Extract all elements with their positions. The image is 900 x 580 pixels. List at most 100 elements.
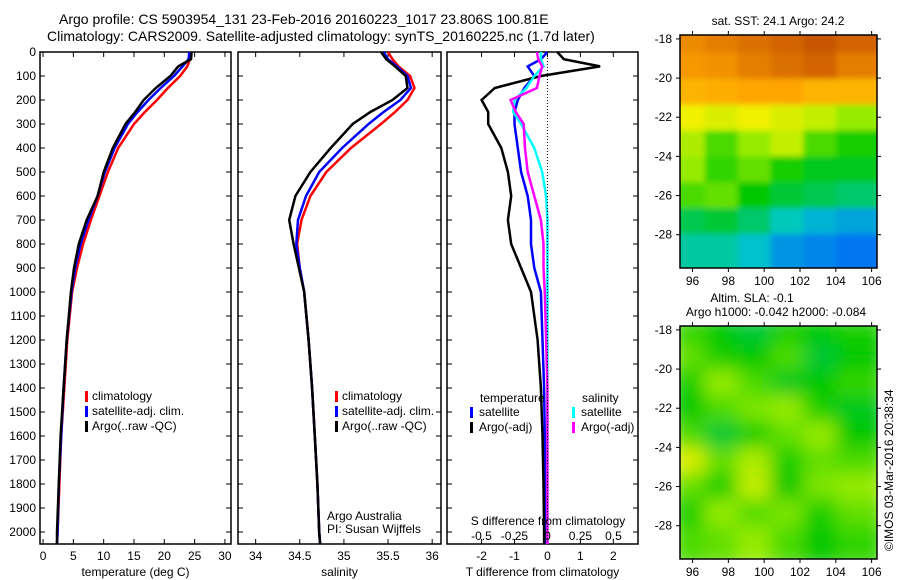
legend-label: Argo(..raw -QC) bbox=[342, 419, 427, 433]
heatmap-cell bbox=[836, 234, 877, 268]
legend-label: Argo(..raw -QC) bbox=[92, 419, 177, 433]
x-tick-label: 20 bbox=[158, 549, 172, 563]
y-tick-label: 1900 bbox=[9, 501, 36, 515]
map-frame bbox=[679, 34, 878, 269]
legend-swatch bbox=[85, 391, 88, 402]
credit-text: Argo Australia bbox=[327, 509, 402, 523]
legend-swatch bbox=[572, 407, 575, 418]
y-tick-label: 2000 bbox=[9, 525, 36, 539]
legend-label: satellite bbox=[581, 405, 622, 419]
x-tick-label: 0 bbox=[544, 549, 551, 563]
y-tick-label: 900 bbox=[16, 261, 36, 275]
y-tick-label: 1100 bbox=[10, 309, 36, 323]
lat-tick-label: -24 bbox=[655, 149, 673, 163]
y-tick-label: 1200 bbox=[9, 333, 36, 347]
lat-tick-label: -22 bbox=[655, 110, 673, 124]
x-tick-label: 0 bbox=[40, 549, 47, 563]
legend-header-salinity: salinity bbox=[582, 391, 619, 405]
series-line-argo--adj- bbox=[480, 51, 601, 544]
lat-tick-label: -20 bbox=[655, 71, 673, 85]
legend-swatch bbox=[85, 421, 88, 432]
y-tick-label: 800 bbox=[16, 237, 36, 251]
series-line-argo---raw--qc- bbox=[287, 51, 409, 545]
top-x-axis-label: S difference from climatology bbox=[471, 514, 626, 528]
y-tick-label: 1800 bbox=[9, 477, 36, 491]
lat-tick-label: -28 bbox=[655, 519, 673, 533]
lon-tick-label: 96 bbox=[686, 565, 700, 579]
lat-tick-label: -20 bbox=[655, 362, 673, 376]
legend-label: climatology bbox=[92, 389, 152, 403]
legend-label: satellite-adj. clim. bbox=[92, 404, 184, 418]
y-tick-label: 300 bbox=[16, 117, 36, 131]
x-tick-label: -1 bbox=[509, 549, 520, 563]
lon-tick-label: 104 bbox=[826, 565, 846, 579]
x-tick-label: 34 bbox=[249, 549, 263, 563]
lat-tick-label: -28 bbox=[655, 228, 673, 242]
y-tick-label: 1300 bbox=[9, 357, 36, 371]
legend-label: Argo(-adj) bbox=[479, 420, 532, 434]
y-tick-label: 1600 bbox=[9, 429, 36, 443]
y-tick-label: 1700 bbox=[9, 453, 36, 467]
panel-temperature: 0100200300400500600700800900100011001200… bbox=[9, 45, 232, 579]
axes-box bbox=[39, 51, 232, 545]
series-line-climatology bbox=[295, 51, 416, 545]
heatmap-cells bbox=[680, 326, 877, 559]
legend-swatch bbox=[85, 406, 88, 417]
map-frame bbox=[679, 325, 878, 560]
y-tick-label: 700 bbox=[16, 213, 36, 227]
x-tick-label: 1 bbox=[577, 549, 584, 563]
heatmap-cells bbox=[680, 35, 877, 268]
x-tick-label: 34.5 bbox=[288, 549, 312, 563]
legend-swatch bbox=[335, 421, 338, 432]
lat-tick-label: -24 bbox=[655, 440, 673, 454]
legend-label: Argo(-adj) bbox=[581, 420, 634, 434]
x-tick-label: 35.5 bbox=[376, 549, 400, 563]
lon-tick-label: 104 bbox=[826, 274, 846, 288]
lon-tick-label: 98 bbox=[722, 565, 736, 579]
legend-header-temperature: temperature bbox=[480, 391, 545, 405]
x-axis-label: temperature (deg C) bbox=[81, 565, 189, 579]
lon-tick-label: 106 bbox=[862, 274, 882, 288]
heatmap-cell bbox=[836, 525, 877, 559]
x-tick-label: 30 bbox=[218, 549, 232, 563]
lon-tick-label: 100 bbox=[754, 274, 774, 288]
y-tick-label: 1000 bbox=[9, 285, 36, 299]
x-tick-label: 36 bbox=[425, 549, 439, 563]
map-subtitle: Argo h1000: -0.042 h2000: -0.084 bbox=[686, 305, 866, 319]
legend-label: satellite bbox=[479, 405, 520, 419]
map-sst-map: 96 98 100 102 104 106 -18 -20 -22 -24 -26 -28 sat. S… bbox=[655, 14, 882, 288]
x-axis-label: salinity bbox=[321, 565, 358, 579]
map-sla-map: 96 98 100 102 104 106 -18 -20 -22 -24 -26 -28 Altim.… bbox=[655, 291, 882, 579]
map-title: sat. SST: 24.1 Argo: 24.2 bbox=[712, 14, 845, 28]
y-tick-label: 500 bbox=[16, 165, 36, 179]
x-tick-label: 5 bbox=[70, 549, 77, 563]
panel-salinity: 34 34.5 35 35.5 36 salinity climatologysatelli… bbox=[237, 51, 442, 579]
lat-tick-label: -18 bbox=[655, 32, 673, 46]
s-tick-label: 0 bbox=[544, 529, 551, 543]
x-axis-label: T difference from climatology bbox=[466, 565, 620, 579]
timestamp: ©IMOS 03-Mar-2016 20:38:34 bbox=[882, 389, 896, 551]
axes-box bbox=[237, 51, 442, 545]
series-line-argo---raw--qc- bbox=[55, 51, 193, 544]
lat-tick-label: -26 bbox=[655, 480, 673, 494]
s-tick-label: -0.25 bbox=[501, 529, 529, 543]
x-tick-label: 2 bbox=[610, 549, 617, 563]
lat-tick-label: -18 bbox=[655, 323, 673, 337]
lon-tick-label: 102 bbox=[790, 274, 810, 288]
panel-difference: -2 -1 0 1 2 T difference from climatology temp… bbox=[446, 51, 639, 579]
series-line-argo--adj- bbox=[508, 51, 549, 544]
legend-label: climatology bbox=[342, 389, 402, 403]
pi-text: PI: Susan Wijffels bbox=[327, 522, 421, 536]
lon-tick-label: 98 bbox=[722, 274, 736, 288]
x-tick-label: 25 bbox=[188, 549, 202, 563]
lat-tick-label: -26 bbox=[655, 189, 673, 203]
s-tick-label: 0.5 bbox=[605, 529, 622, 543]
map-title: Altim. SLA: -0.1 bbox=[710, 291, 794, 305]
x-tick-label: 10 bbox=[97, 549, 111, 563]
y-tick-label: 1400 bbox=[9, 381, 36, 395]
axes-box bbox=[446, 51, 639, 545]
y-tick-label: 100 bbox=[16, 69, 36, 83]
y-tick-label: 400 bbox=[16, 141, 36, 155]
